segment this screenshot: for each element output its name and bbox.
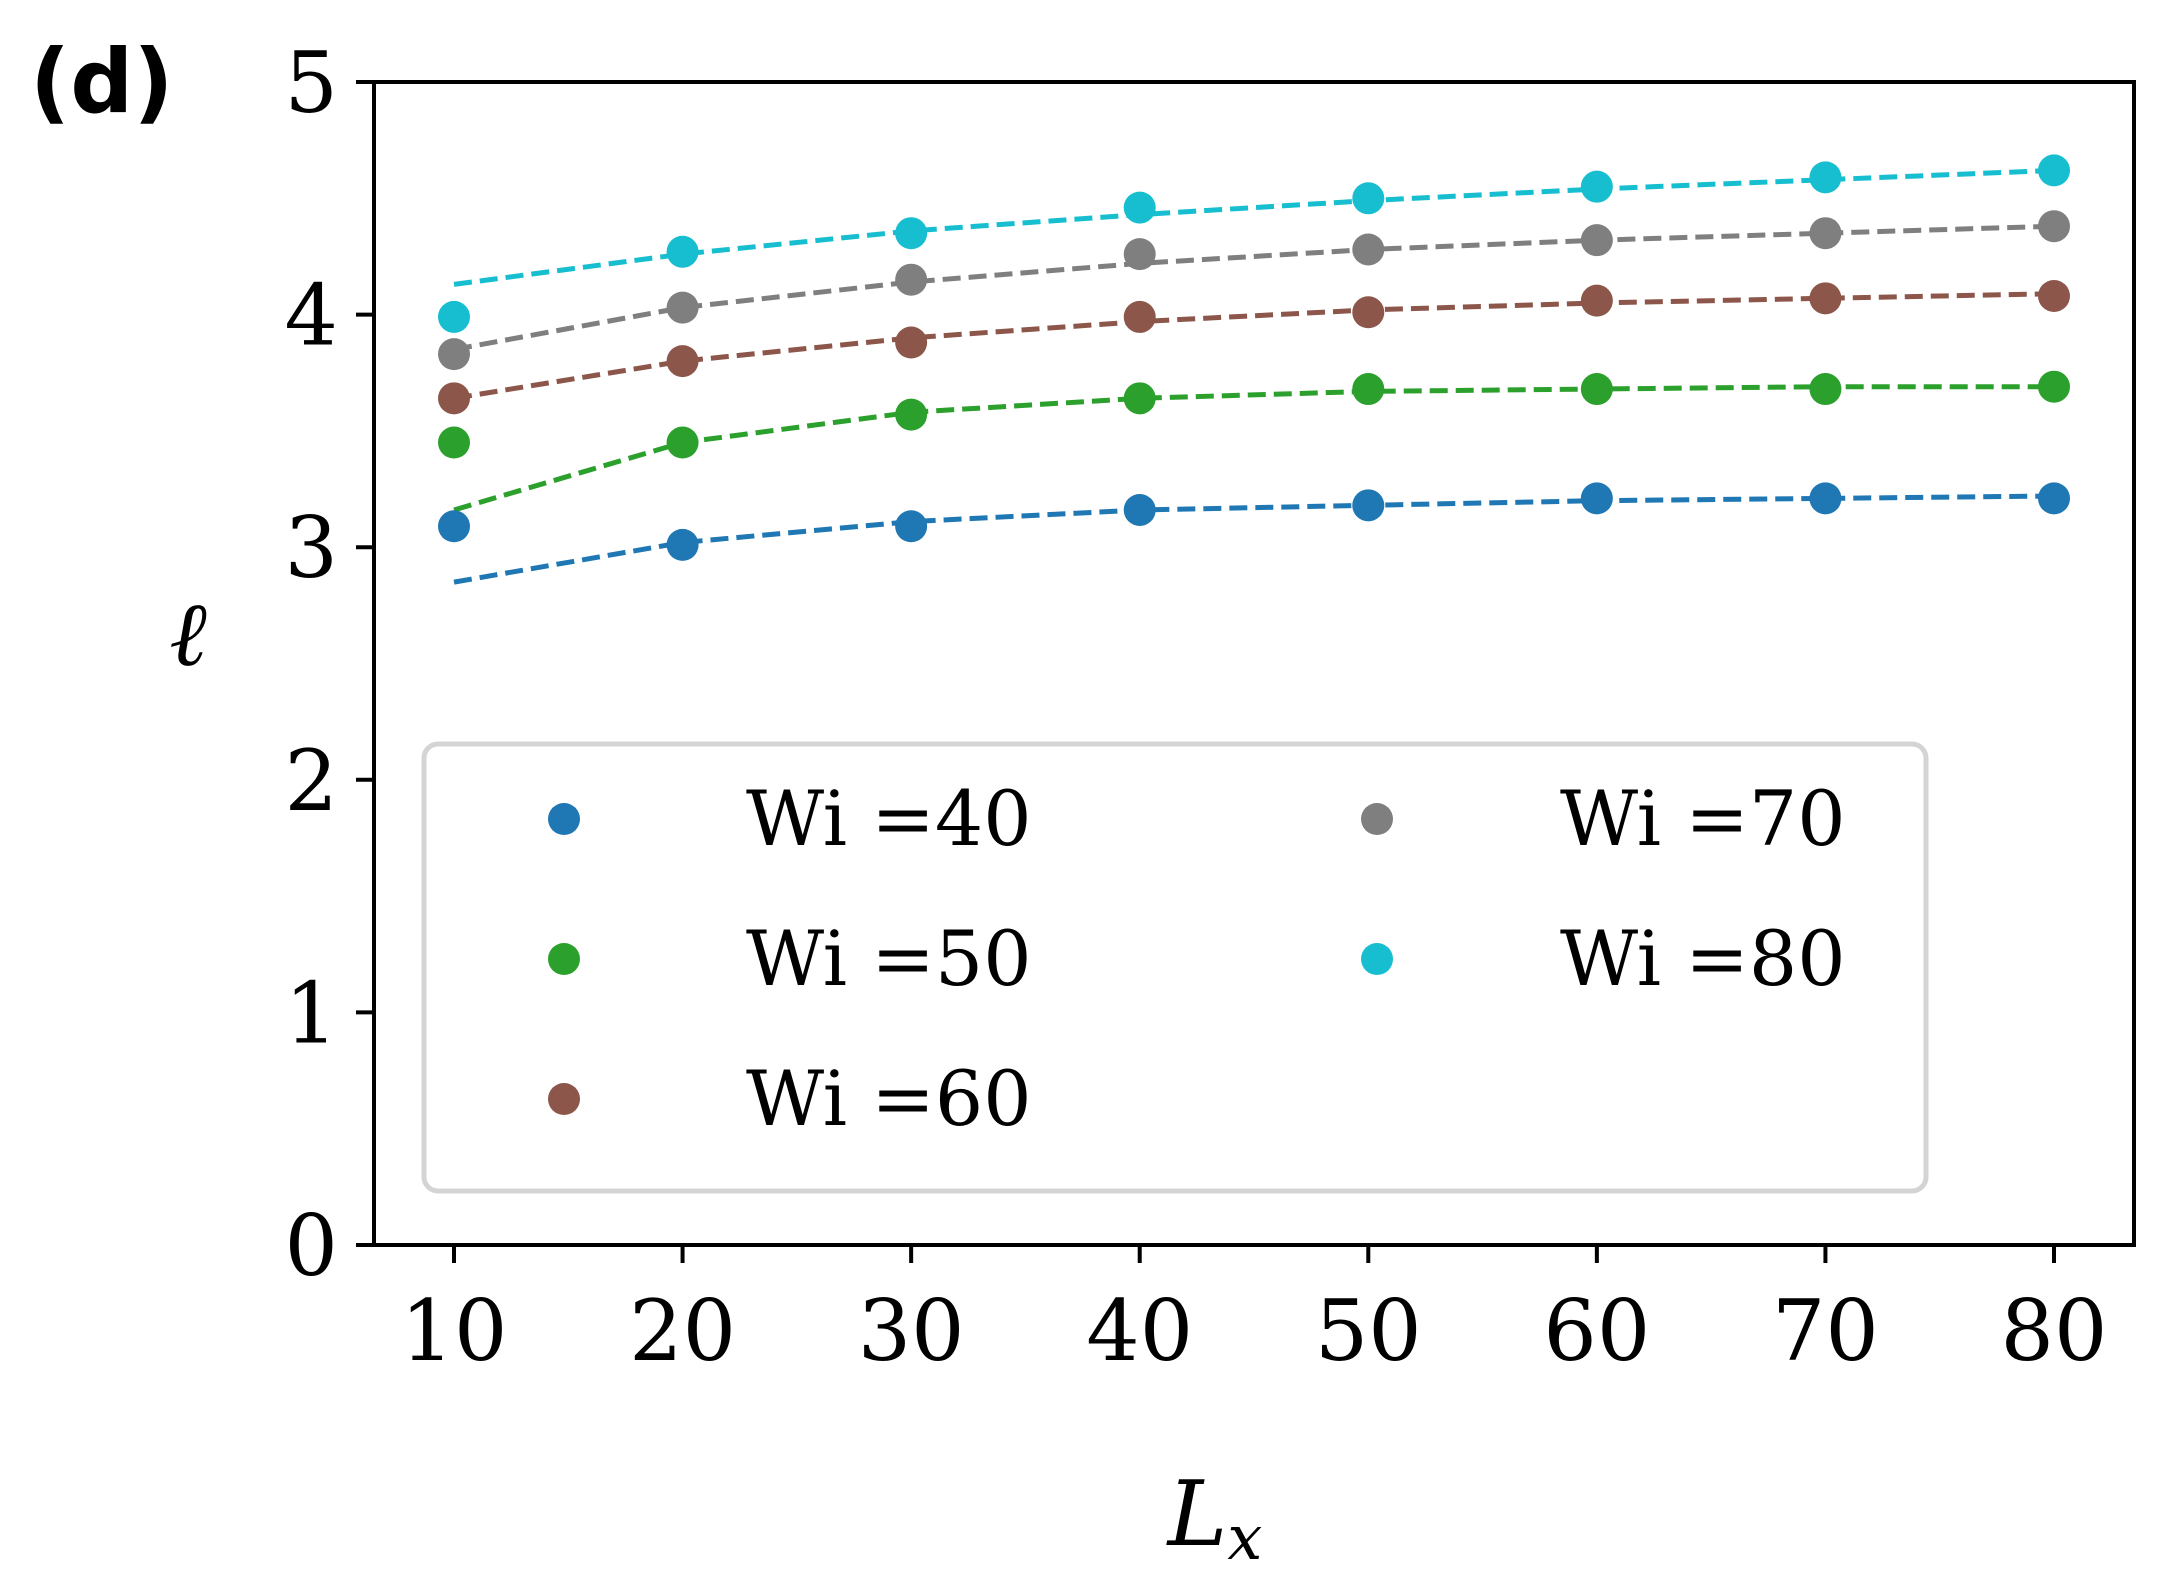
y-axis-label: ℓ — [169, 582, 207, 687]
data-points — [438, 154, 2070, 561]
data-point — [1809, 217, 1842, 250]
data-point — [1809, 373, 1842, 406]
data-point — [666, 528, 699, 561]
data-point — [1580, 373, 1613, 406]
data-point — [1123, 238, 1156, 271]
data-point — [895, 510, 928, 543]
data-point — [1809, 482, 1842, 515]
data-point — [2038, 482, 2070, 515]
data-point — [2038, 370, 2070, 403]
y-tick-label: 3 — [285, 499, 338, 597]
fit-line-series-0 — [453, 493, 2055, 585]
y-tick-label: 5 — [285, 34, 338, 132]
data-point — [666, 345, 699, 378]
data-point — [1809, 282, 1842, 315]
x-axis-ticks: 10 20 30 40 50 60 70 80 — [401, 1245, 2108, 1380]
data-point — [438, 510, 470, 543]
data-point — [1352, 296, 1385, 329]
data-point — [438, 426, 470, 459]
x-tick-label: 70 — [1772, 1282, 1879, 1380]
legend-label: Wi =40 — [746, 774, 1032, 863]
legend-marker — [548, 943, 580, 975]
fit-line-series-4 — [453, 167, 2055, 287]
y-tick-label: 4 — [285, 267, 338, 365]
fit-lines — [453, 167, 2055, 585]
data-point — [1352, 489, 1385, 522]
data-point — [1123, 300, 1156, 333]
data-point — [2038, 154, 2070, 187]
data-point — [1580, 284, 1613, 317]
legend-marker — [548, 803, 580, 835]
y-tick-label: 1 — [285, 964, 338, 1062]
data-point — [666, 426, 699, 459]
legend-label: Wi =50 — [746, 914, 1032, 1003]
data-point — [1123, 493, 1156, 526]
legend-label: Wi =60 — [746, 1054, 1032, 1143]
data-point — [895, 217, 928, 250]
legend-label: Wi =80 — [1560, 914, 1846, 1003]
data-point — [1580, 170, 1613, 203]
x-tick-label: 60 — [1543, 1282, 1650, 1380]
x-tick-label: 30 — [858, 1282, 965, 1380]
y-tick-label: 2 — [285, 732, 338, 830]
data-point — [1580, 482, 1613, 515]
legend-marker — [1361, 943, 1393, 975]
x-tick-label: 20 — [629, 1282, 736, 1380]
fit-line-series-3 — [453, 223, 2055, 352]
data-point — [2038, 210, 2070, 243]
data-point — [895, 326, 928, 359]
data-point — [1352, 373, 1385, 406]
panel-label: (d) — [30, 30, 173, 133]
data-point — [2038, 279, 2070, 312]
x-axis-label-main: L — [1166, 1462, 1228, 1567]
x-tick-label: 10 — [401, 1282, 508, 1380]
legend-box — [421, 741, 1929, 1194]
data-point — [895, 263, 928, 296]
data-point — [1352, 233, 1385, 266]
legend-marker — [548, 1083, 580, 1115]
data-point — [1352, 182, 1385, 215]
fit-line-series-1 — [453, 384, 2054, 513]
x-axis-label: Lx — [1166, 1462, 1263, 1574]
legend-marker — [1361, 803, 1393, 835]
data-point — [438, 338, 470, 371]
data-point — [1580, 224, 1613, 257]
x-axis-label-subscript: x — [1227, 1501, 1262, 1574]
legend-label: Wi =70 — [1560, 774, 1846, 863]
x-tick-label: 50 — [1315, 1282, 1422, 1380]
y-tick-label: 0 — [285, 1197, 338, 1295]
y-axis-ticks: 0 1 2 3 4 5 — [285, 34, 374, 1295]
plot-frame — [372, 80, 2136, 1247]
data-point — [666, 235, 699, 268]
data-point — [438, 300, 470, 333]
x-tick-label: 80 — [2001, 1282, 2108, 1380]
data-point — [1123, 191, 1156, 224]
data-point — [895, 398, 928, 431]
data-point — [1123, 382, 1156, 415]
data-point — [666, 291, 699, 324]
fit-line-series-2 — [453, 291, 2055, 401]
legend: Wi =40 Wi =50 Wi =60 Wi =70 Wi =80 — [421, 741, 1929, 1194]
data-point — [438, 382, 470, 415]
x-tick-label: 40 — [1086, 1282, 1193, 1380]
data-point — [1809, 161, 1842, 194]
